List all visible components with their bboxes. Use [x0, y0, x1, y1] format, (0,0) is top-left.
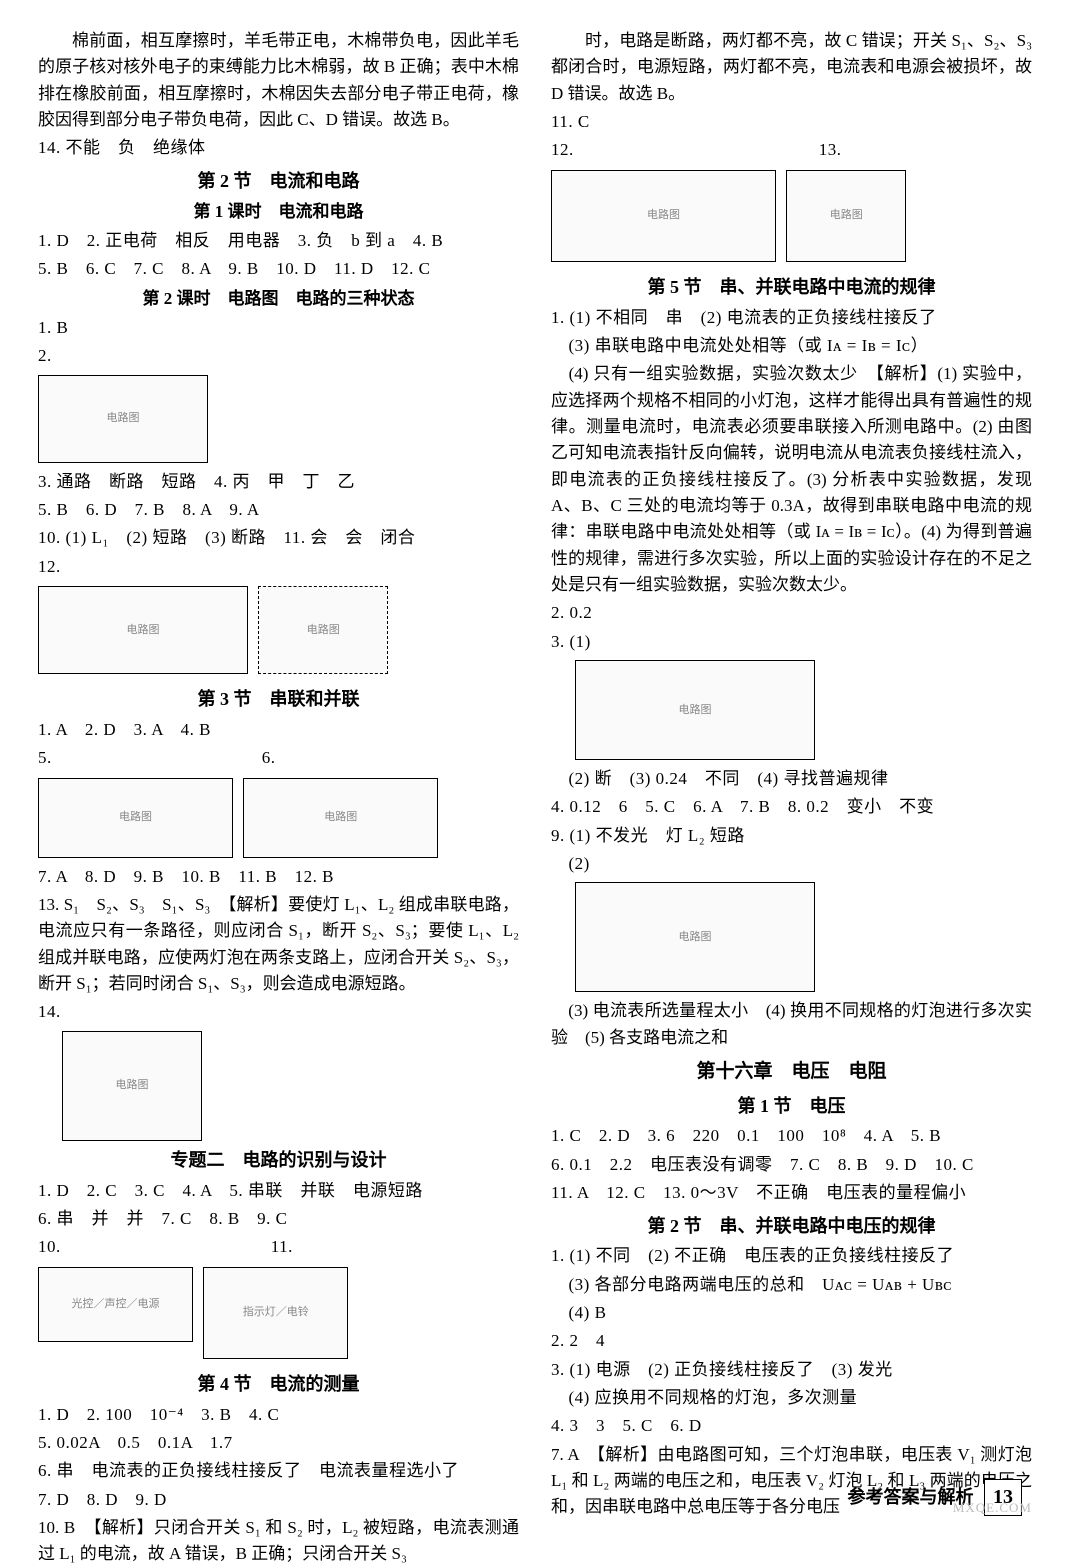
sec3-q13: 13. S₁ S₂、S₃ S₁、S₃ 【解析】要使灯 L₁、L₂ 组成串联电路，… — [38, 892, 519, 997]
sec3-ans-3: 7. A 8. D 9. B 10. B 11. B 12. B — [38, 864, 519, 890]
sec5-ans2-3: 9. (1) 不发光 灯 L₂ 短路 — [551, 823, 1032, 849]
sec2-l2-ans-2: 2. — [38, 343, 519, 369]
sec5-ans2-1: (2) 断 (3) 0.24 不同 (4) 寻找普遍规律 — [551, 766, 1032, 792]
diagram-q12a: 电路图 — [38, 586, 248, 674]
sec2-l2-ans-1: 1. B — [38, 315, 519, 341]
sec4-ans-3: 6. 串 电流表的正负接线柱接反了 电流表量程选小了 — [38, 1458, 519, 1484]
sec4-title: 第 4 节 电流的测量 — [38, 1371, 519, 1399]
sec5-q1-2: (3) 串联电路中电流处处相等（或 Iᴀ = Iʙ = Iᴄ） — [551, 333, 1032, 359]
diagram-q2: 电路图 — [38, 375, 208, 463]
ch16-sec2-title: 第 2 节 串、并联电路中电压的规律 — [551, 1213, 1032, 1241]
right-q12-13: 12. 13. — [551, 137, 1032, 163]
sec3-q14-label: 14. — [38, 999, 519, 1025]
diagram-r3: 电路图 — [575, 660, 815, 760]
sec5-ans3: (3) 电流表所选量程太小 (4) 换用不同规格的灯泡进行多次实验 (5) 各支… — [551, 998, 1032, 1051]
sec2-lesson1-title: 第 1 课时 电流和电路 — [38, 199, 519, 225]
right-column: 时，电路是断路，两灯都不亮，故 C 错误；开关 S₁、S₂、S₃ 都闭合时，电源… — [551, 28, 1032, 1468]
ch16-s1-ans-2: 6. 0.1 2.2 电压表没有调零 7. C 8. B 9. D 10. C — [551, 1152, 1032, 1178]
opening-paragraph: 棉前面，相互摩擦时，羊毛带正电，木棉带负电，因此羊毛的原子核对核外电子的束缚能力… — [38, 28, 519, 133]
sec3-ans-2: 5. 6. — [38, 745, 519, 771]
sec5-ans-2: 3. (1) — [551, 629, 1032, 655]
sec2-title: 第 2 节 电流和电路 — [38, 168, 519, 196]
topic2-title: 专题二 电路的识别与设计 — [38, 1147, 519, 1175]
diagram-r13: 电路图 — [786, 170, 906, 262]
sec5-title: 第 5 节 串、并联电路中电流的规律 — [551, 274, 1032, 302]
sec5-q1-1: 1. (1) 不相同 串 (2) 电流表的正负接线柱接反了 — [551, 305, 1032, 331]
left-column: 棉前面，相互摩擦时，羊毛带正电，木棉带负电，因此羊毛的原子核对核外电子的束缚能力… — [38, 28, 519, 1468]
diagram-q10: 光控／声控／电源 — [38, 1267, 193, 1342]
ch16-s2-ans-4: 2. 2 4 — [551, 1328, 1032, 1354]
sec5-q1-3: (4) 只有一组实验数据，实验次数太少 【解析】(1) 实验中，应选择两个规格不… — [551, 361, 1032, 598]
sec5-ans-1: 2. 0.2 — [551, 600, 1032, 626]
diagram-q14: 电路图 — [62, 1031, 202, 1141]
ch16-s2-ans-2: (3) 各部分电路两端电压的总和 Uᴀᴄ = Uᴀʙ + Uʙᴄ — [551, 1272, 1032, 1298]
ch16-s2-ans-5: 3. (1) 电源 (2) 正负接线柱接反了 (3) 发光 — [551, 1357, 1032, 1383]
sec4-ans-4: 7. D 8. D 9. D — [38, 1487, 519, 1513]
sec4-ans-2: 5. 0.02A 0.5 0.1A 1.7 — [38, 1430, 519, 1456]
diagram-q6: 电路图 — [243, 778, 438, 858]
sec5-ans2-2: 4. 0.12 6 5. C 6. A 7. B 8. 0.2 变小 不变 — [551, 794, 1032, 820]
ch16-sec1-title: 第 1 节 电压 — [551, 1093, 1032, 1121]
ch16-s2-ans-3: (4) B — [551, 1300, 1032, 1326]
right-cont: 时，电路是断路，两灯都不亮，故 C 错误；开关 S₁、S₂、S₃ 都闭合时，电源… — [551, 28, 1032, 107]
ch16-s1-ans-1: 1. C 2. D 3. 6 220 0.1 100 10⁸ 4. A 5. B — [551, 1123, 1032, 1149]
sec4-q10: 10. B 【解析】只闭合开关 S₁ 和 S₂ 时，L₂ 被短路，电流表测通过 … — [38, 1515, 519, 1568]
sec2-lesson2-title: 第 2 课时 电路图 电路的三种状态 — [38, 286, 519, 312]
ch16-title: 第十六章 电压 电阻 — [551, 1057, 1032, 1086]
ch16-s2-ans-1: 1. (1) 不同 (2) 不正确 电压表的正负接线柱接反了 — [551, 1243, 1032, 1269]
sec2-l2-ans-4: 5. B 6. D 7. B 8. A 9. A — [38, 497, 519, 523]
watermark: MXQE.COM — [953, 1498, 1032, 1518]
diagram-q12b: 电路图 — [258, 586, 388, 674]
sec3-title: 第 3 节 串联和并联 — [38, 686, 519, 714]
q14: 14. 不能 负 绝缘体 — [38, 135, 519, 161]
ch16-s2-ans-7: 4. 3 3 5. C 6. D — [551, 1413, 1032, 1439]
ch16-s2-ans-6: (4) 应换用不同规格的灯泡，多次测量 — [551, 1385, 1032, 1411]
topic2-ans-1: 1. D 2. C 3. C 4. A 5. 串联 并联 电源短路 — [38, 1178, 519, 1204]
sec2-l2-ans-5: 10. (1) L₁ (2) 短路 (3) 断路 11. 会 会 闭合 — [38, 525, 519, 551]
topic2-ans-2: 6. 串 并 并 7. C 8. B 9. C — [38, 1206, 519, 1232]
sec2-l2-ans-3: 3. 通路 断路 短路 4. 丙 甲 丁 乙 — [38, 469, 519, 495]
topic2-ans-3: 10. 11. — [38, 1234, 519, 1260]
sec2-l1-ans-2: 5. B 6. C 7. C 8. A 9. B 10. D 11. D 12.… — [38, 256, 519, 282]
diagram-q11: 指示灯／电铃 — [203, 1267, 348, 1359]
sec4-ans-1: 1. D 2. 100 10⁻⁴ 3. B 4. C — [38, 1402, 519, 1428]
sec2-l1-ans-1: 1. D 2. 正电荷 相反 用电器 3. 负 b 到 a 4. B — [38, 228, 519, 254]
ch16-s1-ans-3: 11. A 12. C 13. 0～3V 不正确 电压表的量程偏小 — [551, 1180, 1032, 1206]
sec5-ans2-4: (2) — [551, 851, 1032, 877]
sec3-ans-1: 1. A 2. D 3. A 4. B — [38, 717, 519, 743]
right-q11: 11. C — [551, 109, 1032, 135]
diagram-r12: 电路图 — [551, 170, 776, 262]
sec2-l2-ans-6: 12. — [38, 554, 519, 580]
diagram-r9: 电路图 — [575, 882, 815, 992]
diagram-q5: 电路图 — [38, 778, 233, 858]
